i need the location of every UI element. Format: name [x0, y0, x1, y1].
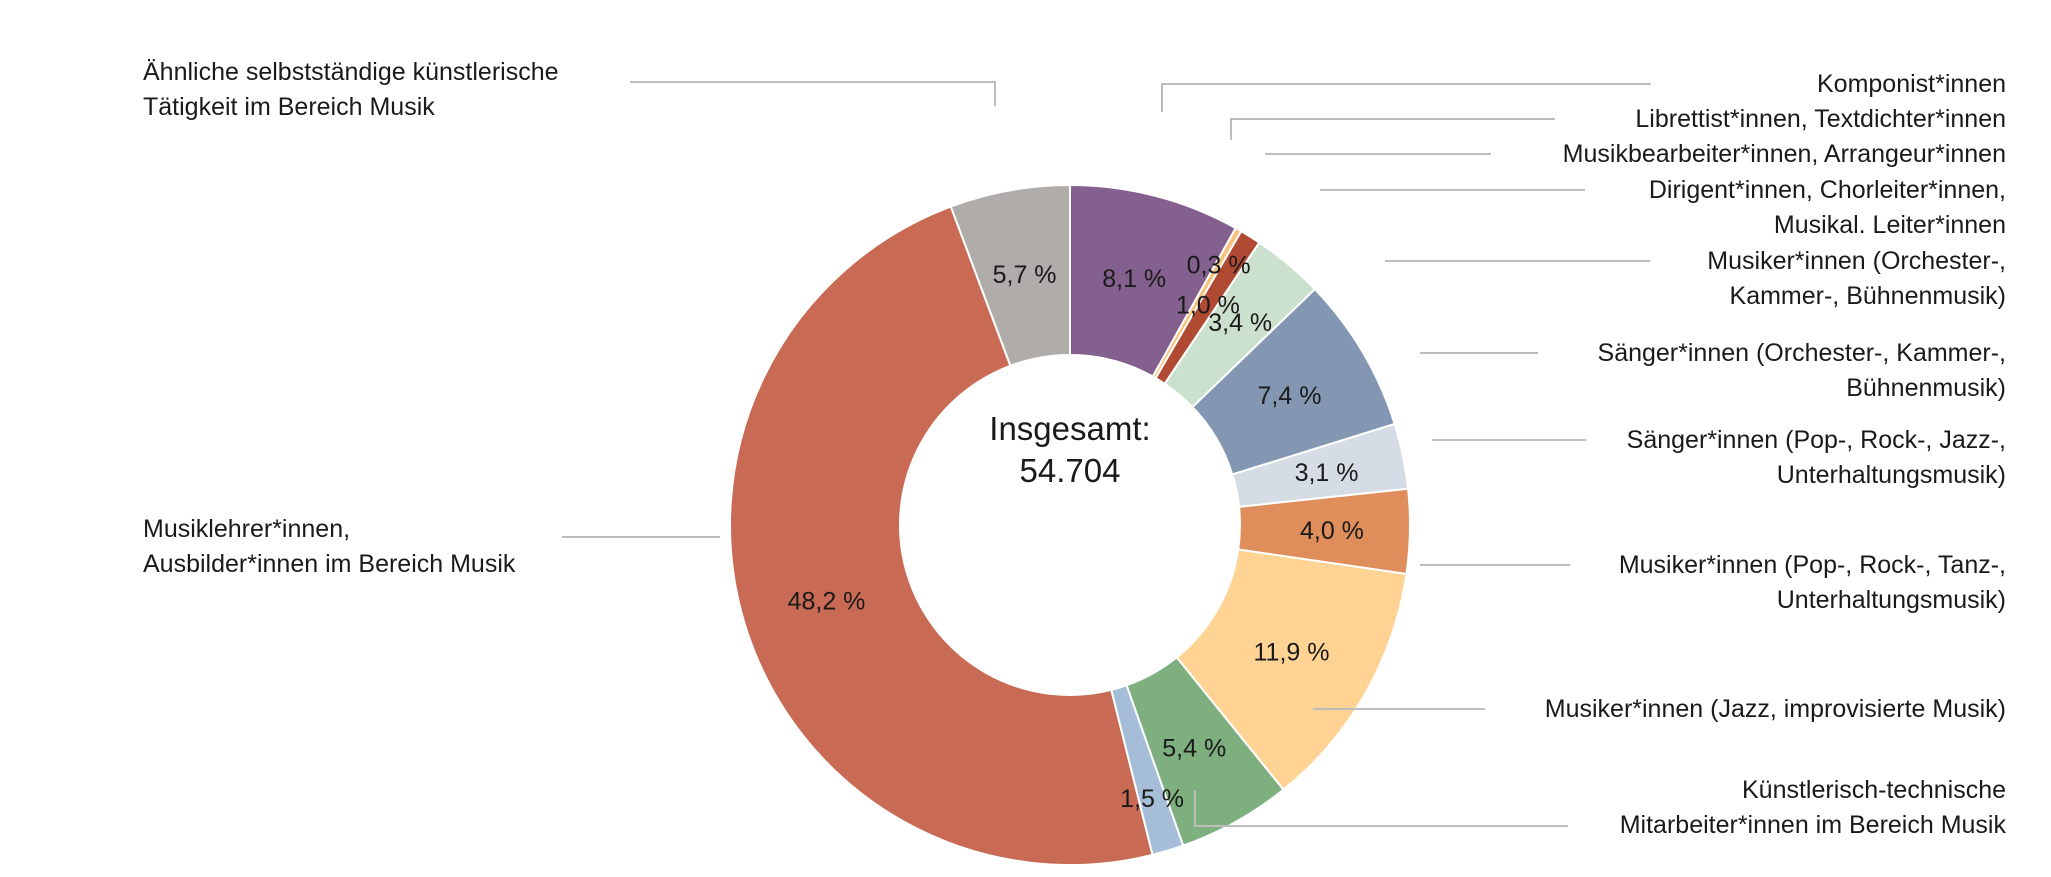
value-label-musiker-innen-jazz-improvisierte-musik: 5,4 % — [1162, 735, 1226, 763]
leader-line-librettist-innen-textdichter-innen — [1230, 118, 1555, 140]
leader-line-kuenstlerisch-technische-mitarbeiter-innen-im-bereich-musik — [1194, 790, 1568, 827]
value-label-musiklehrer-innen-ausbilder-innen-im-bereich-musik: 48,2 % — [788, 588, 866, 616]
value-label-librettist-innen-textdichter-innen: 0,3 % — [1187, 251, 1251, 279]
center-label-line-1: Insgesamt: — [989, 410, 1150, 447]
value-label-kuenstlerisch-technische-mitarbeiter-innen-im-bereich-musik: 1,5 % — [1120, 785, 1184, 813]
value-label-aehnliche-selbststaendige-kuenstlerische-taetigkeit-im-bereich-musik: 5,7 % — [993, 261, 1057, 289]
category-label-komponist-innen: Komponist*innen — [1817, 70, 2006, 98]
category-label-musiklehrer-innen-ausbilder-innen-im-bereich-musik: Musiklehrer*innen, Ausbilder*innen im Ber… — [143, 515, 516, 578]
category-label-musiker-innen-jazz-improvisierte-musik: Musiker*innen (Jazz, improvisierte Musik… — [1545, 695, 2006, 723]
value-labels-group: 8,1 % 0,3 % 1,0 %3,4 % 7,4 % 3,1 % 4,0 % 11,9 … — [788, 251, 1364, 813]
value-label-musikbearbeiter-innen-arrangeur-innen: 1,0 % — [1176, 292, 1240, 320]
slice-aehnliche-selbststaendige-kuenstlerische-taetigkeit-im-bereich-musik — [949, 183, 1071, 368]
value-label-saenger-innen-pop-rock-jazz-unterhaltungsmusik: 4,0 % — [1300, 517, 1364, 545]
category-labels-group: Komponist*innen Librettist*innen, Textdic… — [143, 58, 2006, 839]
value-label-saenger-innen-orchester-kammer-buehnenmusik: 3,1 % — [1295, 459, 1359, 487]
category-label-kuenstlerisch-technische-mitarbeiter-innen-im-bereich-musik: Künstlerisch-technische Mitarbeiter*innen… — [1620, 776, 2007, 839]
category-label-saenger-innen-pop-rock-jazz-unterhaltungsmusik: Sänger*innen (Pop-, Rock-, Jazz-, Unterha… — [1627, 426, 2006, 489]
leader-line-komponist-innen — [1161, 83, 1651, 112]
value-label-musiker-innen-orchester-kammer-buehnenmusik: 7,4 % — [1258, 382, 1322, 410]
slices-group — [729, 183, 1411, 866]
value-label-dirigent-innen-chorleiter-innen-musikal-leiter-innen: 3,4 % — [1208, 309, 1272, 337]
category-label-musiker-innen-orchester-kammer-buehnenmusik: Musiker*innen (Orchester-, Kammer-, Bühne… — [1707, 247, 2006, 310]
leader-lines-group — [562, 81, 1651, 827]
slice-musiklehrer-innen-ausbilder-innen-im-bereich-musik — [729, 205, 1154, 866]
category-label-musikbearbeiter-innen-arrangeur-innen: Musikbearbeiter*innen, Arrangeur*innen — [1563, 140, 2006, 168]
value-label-komponist-innen: 8,1 % — [1102, 265, 1166, 293]
value-label-musiker-innen-pop-rock-tanz-unterhaltungsmusik: 11,9 % — [1254, 638, 1330, 666]
category-label-dirigent-innen-chorleiter-innen-musikal-leiter-innen: Dirigent*innen, Chorleiter*innen, Musikal… — [1649, 176, 2006, 239]
category-label-musiker-innen-pop-rock-tanz-unterhaltungsmusik: Musiker*innen (Pop-, Rock-, Tanz-, Unterh… — [1619, 551, 2006, 614]
category-label-saenger-innen-orchester-kammer-buehnenmusik: Sänger*innen (Orchester-, Kammer-, Bühnen… — [1598, 339, 2006, 402]
center-label-line-2: 54.704 — [1020, 452, 1121, 489]
category-label-aehnliche-selbststaendige-kuenstlerische-taetigkeit-im-bereich-musik: Ähnliche selbstständige künstlerische Tät… — [143, 58, 559, 121]
category-label-librettist-innen-textdichter-innen: Librettist*innen, Textdichter*innen — [1635, 105, 2006, 133]
leader-line-aehnliche-selbststaendige-kuenstlerische-taetigkeit-im-bereich-musik — [630, 81, 996, 106]
slice-musiker-innen-pop-rock-tanz-unterhaltungsmusik — [1175, 548, 1408, 792]
